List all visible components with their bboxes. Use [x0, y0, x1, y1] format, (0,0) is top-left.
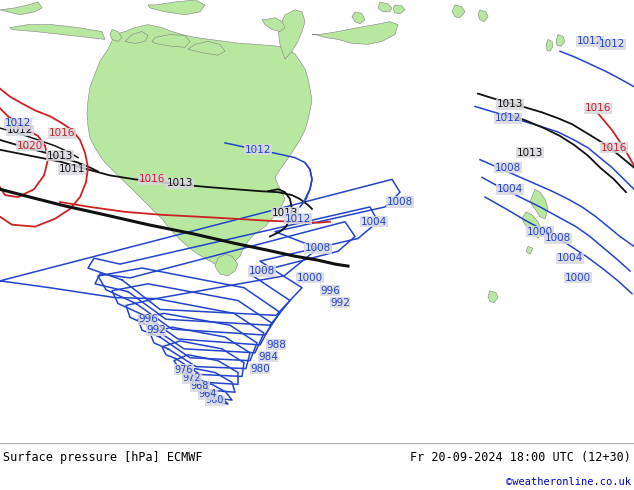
Text: ©weatheronline.co.uk: ©weatheronline.co.uk	[506, 477, 631, 487]
Text: 992: 992	[330, 297, 350, 308]
Text: 1011: 1011	[59, 165, 85, 174]
Text: 1008: 1008	[545, 233, 571, 244]
Text: 1012: 1012	[285, 214, 311, 224]
Text: 1020: 1020	[17, 141, 43, 151]
Text: 1008: 1008	[495, 163, 521, 172]
Text: 1000: 1000	[297, 273, 323, 283]
Polygon shape	[378, 2, 392, 12]
Text: 1004: 1004	[361, 217, 387, 227]
Polygon shape	[188, 41, 225, 55]
Text: 960: 960	[206, 395, 224, 405]
Polygon shape	[215, 254, 238, 276]
Polygon shape	[148, 0, 205, 15]
Polygon shape	[125, 31, 148, 43]
Text: 1013: 1013	[47, 151, 73, 161]
Polygon shape	[262, 18, 285, 31]
Polygon shape	[488, 291, 498, 302]
Text: 996: 996	[138, 314, 158, 324]
Text: 1012: 1012	[598, 39, 625, 49]
Polygon shape	[530, 189, 548, 219]
Text: 1012: 1012	[495, 113, 521, 123]
Polygon shape	[556, 34, 565, 47]
Text: 1013: 1013	[272, 208, 298, 218]
Polygon shape	[546, 39, 553, 51]
Text: 1016: 1016	[601, 143, 627, 153]
Polygon shape	[522, 212, 542, 239]
Text: 1016: 1016	[49, 128, 75, 138]
Text: 980: 980	[250, 364, 270, 373]
Text: 992: 992	[146, 325, 166, 335]
Polygon shape	[152, 34, 190, 48]
Text: 1013: 1013	[517, 148, 543, 158]
Polygon shape	[352, 12, 365, 24]
Polygon shape	[452, 5, 465, 18]
Polygon shape	[526, 246, 533, 254]
Polygon shape	[0, 2, 42, 15]
Text: 984: 984	[258, 352, 278, 362]
Text: 1016: 1016	[585, 103, 611, 113]
Text: 1000: 1000	[527, 226, 553, 237]
Text: 1012: 1012	[7, 125, 33, 135]
Text: 1012: 1012	[577, 36, 603, 47]
Text: 1000: 1000	[565, 273, 591, 283]
Polygon shape	[312, 22, 398, 44]
Text: 968: 968	[191, 381, 209, 392]
Text: Surface pressure [hPa] ECMWF: Surface pressure [hPa] ECMWF	[3, 451, 203, 464]
Text: 1004: 1004	[557, 253, 583, 263]
Text: 972: 972	[183, 373, 202, 383]
Text: 1008: 1008	[387, 197, 413, 207]
Text: 988: 988	[266, 340, 286, 350]
Text: 1012: 1012	[5, 118, 31, 128]
Text: Fr 20-09-2024 18:00 UTC (12+30): Fr 20-09-2024 18:00 UTC (12+30)	[410, 451, 631, 464]
Text: 964: 964	[199, 389, 217, 399]
Text: 1013: 1013	[497, 99, 523, 109]
Text: 1008: 1008	[305, 244, 331, 253]
Polygon shape	[110, 29, 122, 41]
Text: 1013: 1013	[167, 178, 193, 188]
Text: 1012: 1012	[245, 145, 271, 155]
Text: 976: 976	[175, 365, 193, 374]
Polygon shape	[393, 5, 405, 14]
Text: 1004: 1004	[497, 184, 523, 194]
Text: 1008: 1008	[249, 266, 275, 276]
Polygon shape	[478, 10, 488, 22]
Text: 1016: 1016	[139, 174, 165, 184]
Polygon shape	[278, 10, 305, 59]
Text: 996: 996	[320, 286, 340, 295]
Polygon shape	[87, 24, 312, 266]
Polygon shape	[10, 24, 105, 39]
